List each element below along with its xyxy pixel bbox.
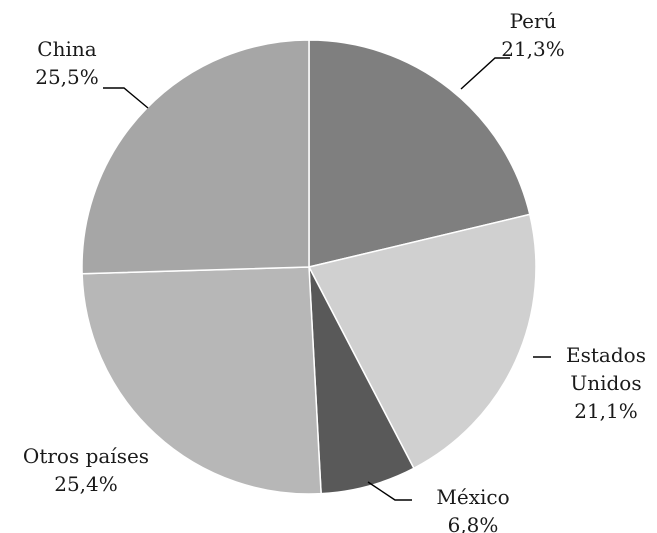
slice-name-label: Estados xyxy=(566,343,646,367)
slice-name-label: Otros países xyxy=(23,444,149,468)
slice-value-label: 6,8% xyxy=(448,513,499,533)
pie-slice-otros-paises xyxy=(81,266,322,495)
leader-line-mexico xyxy=(367,481,412,501)
slice-value-label: 21,1% xyxy=(574,399,638,423)
slice-name-label: Perú xyxy=(510,9,557,33)
slice-label-china: China 25,5% xyxy=(35,37,99,89)
leader-lines-layer xyxy=(103,57,551,501)
slices-layer xyxy=(81,39,537,495)
slice-label-estados-unidos: Estados Unidos 21,1% xyxy=(566,343,646,423)
slice-value-label: 21,3% xyxy=(501,37,565,61)
slice-name-label: China xyxy=(37,37,96,61)
slice-name-label: Unidos xyxy=(570,371,641,395)
slice-value-label: 25,4% xyxy=(54,472,118,496)
slice-name-label: México xyxy=(436,485,509,509)
slice-label-otros-paises: Otros países 25,4% xyxy=(23,444,149,496)
slice-label-mexico: México 6,8% xyxy=(436,485,509,533)
leader-line-china xyxy=(103,87,149,109)
leader-line-peru xyxy=(460,57,510,90)
pie-slice-peru xyxy=(308,39,531,268)
pie-slice-china xyxy=(81,39,310,275)
slice-value-label: 25,5% xyxy=(35,65,99,89)
pie-slice-estados-unidos xyxy=(307,213,537,470)
labels-layer: Perú 21,3% Estados Unidos 21,1% México 6,8% Otr… xyxy=(23,9,646,533)
slice-label-peru: Perú 21,3% xyxy=(501,9,565,61)
